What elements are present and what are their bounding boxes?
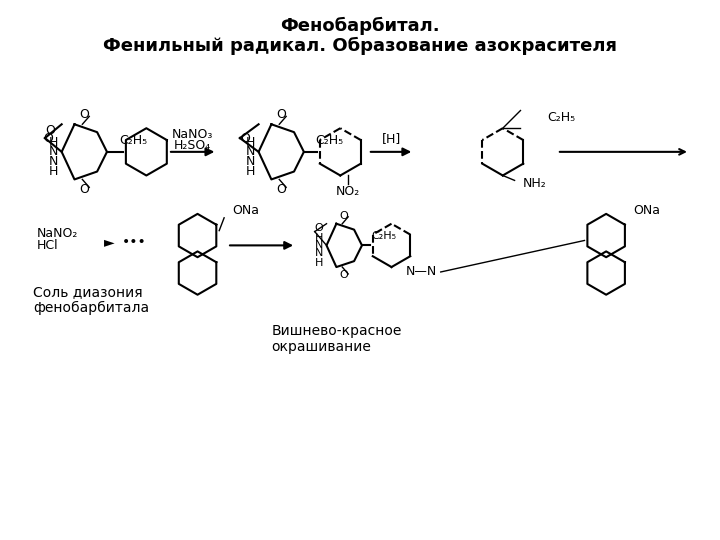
Text: H: H	[315, 233, 323, 242]
Text: N: N	[49, 145, 58, 158]
Text: ONa: ONa	[232, 205, 259, 218]
Text: C₂H₅: C₂H₅	[315, 133, 344, 146]
Text: H: H	[49, 165, 58, 178]
Text: O: O	[79, 183, 89, 196]
Text: [H]: [H]	[382, 132, 401, 145]
Text: O: O	[314, 222, 323, 233]
Text: H: H	[246, 136, 256, 148]
Text: N: N	[246, 145, 256, 158]
Text: H: H	[315, 258, 323, 268]
Text: •••: •••	[122, 235, 146, 249]
Text: C₂H₅: C₂H₅	[372, 231, 397, 240]
Text: HCl: HCl	[37, 239, 59, 252]
Text: O: O	[276, 183, 286, 196]
Text: H: H	[49, 136, 58, 148]
Text: ►: ►	[104, 235, 114, 249]
Text: H: H	[246, 165, 256, 178]
Text: H₂SO₄: H₂SO₄	[174, 139, 211, 152]
Text: O: O	[45, 124, 55, 137]
Text: N—N: N—N	[405, 266, 436, 279]
Text: ONa: ONa	[634, 205, 661, 218]
Text: C₂H₅: C₂H₅	[119, 133, 147, 146]
Text: N: N	[246, 155, 256, 168]
Text: Фенильный радикал. Образование азокрасителя: Фенильный радикал. Образование азокрасит…	[103, 36, 617, 55]
Text: NaNO₂: NaNO₂	[37, 227, 78, 240]
Text: O: O	[276, 108, 286, 121]
Text: NO₂: NO₂	[336, 185, 360, 198]
Text: O: O	[240, 132, 250, 145]
Text: O: O	[339, 270, 348, 280]
Text: O: O	[43, 132, 53, 145]
Text: N: N	[315, 240, 323, 251]
Text: Соль диазония
фенобарбитала: Соль диазония фенобарбитала	[33, 285, 149, 315]
Text: N: N	[315, 248, 323, 258]
Text: NH₂: NH₂	[523, 177, 546, 190]
Text: Фенобарбитал.: Фенобарбитал.	[280, 17, 440, 35]
Text: N: N	[49, 155, 58, 168]
Text: Вишнево-красное
окрашивание: Вишнево-красное окрашивание	[271, 324, 402, 354]
Text: O: O	[79, 108, 89, 121]
Text: NaNO₃: NaNO₃	[172, 127, 213, 140]
Text: O: O	[339, 211, 348, 221]
Text: C₂H₅: C₂H₅	[547, 111, 575, 124]
